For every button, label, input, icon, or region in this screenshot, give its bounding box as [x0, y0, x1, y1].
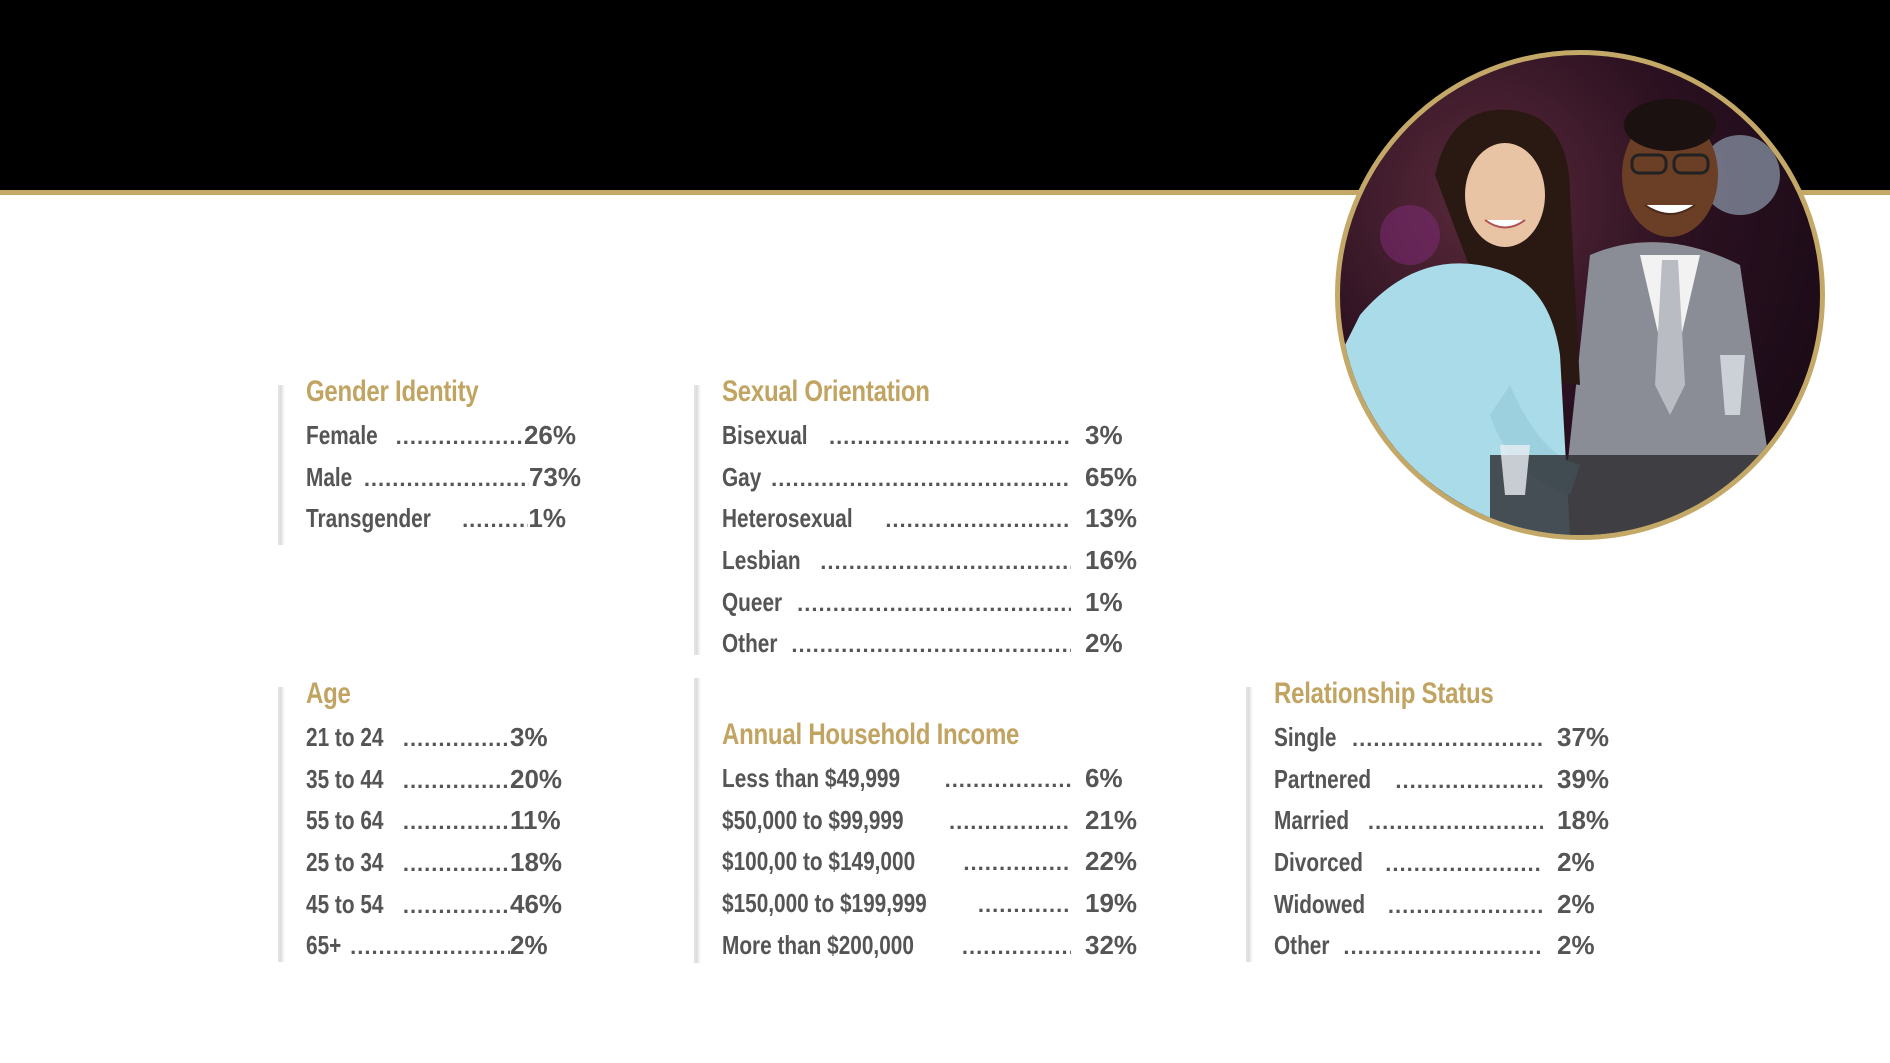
- item-label: Transgender: [306, 503, 431, 534]
- relationship-list: Single37% Partnered39% Married18% Divorc…: [1274, 722, 1619, 972]
- age-list: 21 to 243% 35 to 4420% 55 to 6411% 25 to…: [306, 722, 606, 972]
- list-item: Bisexual3%: [722, 420, 1147, 462]
- list-item: More than $200,00032%: [722, 930, 1147, 972]
- section-title: Gender Identity: [306, 375, 479, 408]
- list-item: Widowed2%: [1274, 889, 1619, 931]
- list-item: 21 to 243%: [306, 722, 566, 764]
- item-value: 1%: [528, 503, 566, 534]
- section-title: Age: [306, 677, 351, 710]
- list-item: Lesbian16%: [722, 545, 1147, 587]
- list-item: Less than $49,9996%: [722, 763, 1147, 805]
- list-item: Gay65%: [722, 462, 1147, 504]
- age-section: Age 21 to 243% 35 to 4420% 55 to 6411% 2…: [278, 677, 608, 967]
- list-item: Queer1%: [722, 587, 1147, 629]
- relationship-section: Relationship Status Single37% Partnered3…: [1246, 677, 1626, 967]
- section-divider: [694, 385, 701, 655]
- list-item: 65+2%: [306, 930, 566, 972]
- gender-identity-section: Gender Identity Female 26% Male 73% Transg…: [278, 375, 608, 545]
- item-label: Female: [306, 420, 378, 450]
- income-list: Less than $49,9996% $50,000 to $99,99921…: [722, 763, 1147, 971]
- list-item: Single37%: [1274, 722, 1619, 764]
- item-label: Male: [306, 461, 353, 492]
- item-value: 73%: [528, 461, 581, 492]
- list-item: 25 to 3418%: [306, 847, 566, 889]
- list-item: 35 to 4420%: [306, 764, 566, 806]
- list-item: 55 to 6411%: [306, 805, 566, 847]
- section-title: Annual Household Income: [722, 718, 1020, 751]
- list-item: Female 26%: [306, 420, 576, 462]
- section-title: Sexual Orientation: [722, 375, 930, 408]
- list-item: Divorced2%: [1274, 847, 1619, 889]
- sexual-orientation-section: Sexual Orientation Bisexual3% Gay65% Het…: [694, 375, 1154, 665]
- item-value: 26%: [523, 420, 576, 450]
- header-gold-rule: [0, 190, 1890, 195]
- gender-list: Female 26% Male 73% Transgender 1%: [306, 420, 606, 545]
- list-item: Married18%: [1274, 805, 1619, 847]
- list-item: Transgender 1%: [306, 503, 566, 545]
- section-divider: [1246, 687, 1253, 962]
- photo-icon: [1340, 99, 1790, 535]
- list-item: Other2%: [722, 628, 1147, 670]
- list-item: $50,000 to $99,99921%: [722, 805, 1147, 847]
- orientation-list: Bisexual3% Gay65% Heterosexual13% Lesbia…: [722, 420, 1147, 670]
- section-title: Relationship Status: [1274, 677, 1494, 710]
- couple-photo: [1335, 50, 1825, 540]
- income-section: Annual Household Income Less than $49,99…: [694, 678, 1154, 971]
- list-item: Other2%: [1274, 930, 1619, 972]
- section-divider: [278, 687, 285, 962]
- section-divider: [278, 385, 285, 545]
- list-item: Partnered39%: [1274, 764, 1619, 806]
- list-item: Male 73%: [306, 462, 581, 504]
- list-item: 45 to 5446%: [306, 889, 566, 931]
- list-item: Heterosexual13%: [722, 503, 1147, 545]
- list-item: $150,000 to $199,99919%: [722, 888, 1147, 930]
- section-divider: [694, 678, 701, 963]
- list-item: $100,00 to $149,00022%: [722, 846, 1147, 888]
